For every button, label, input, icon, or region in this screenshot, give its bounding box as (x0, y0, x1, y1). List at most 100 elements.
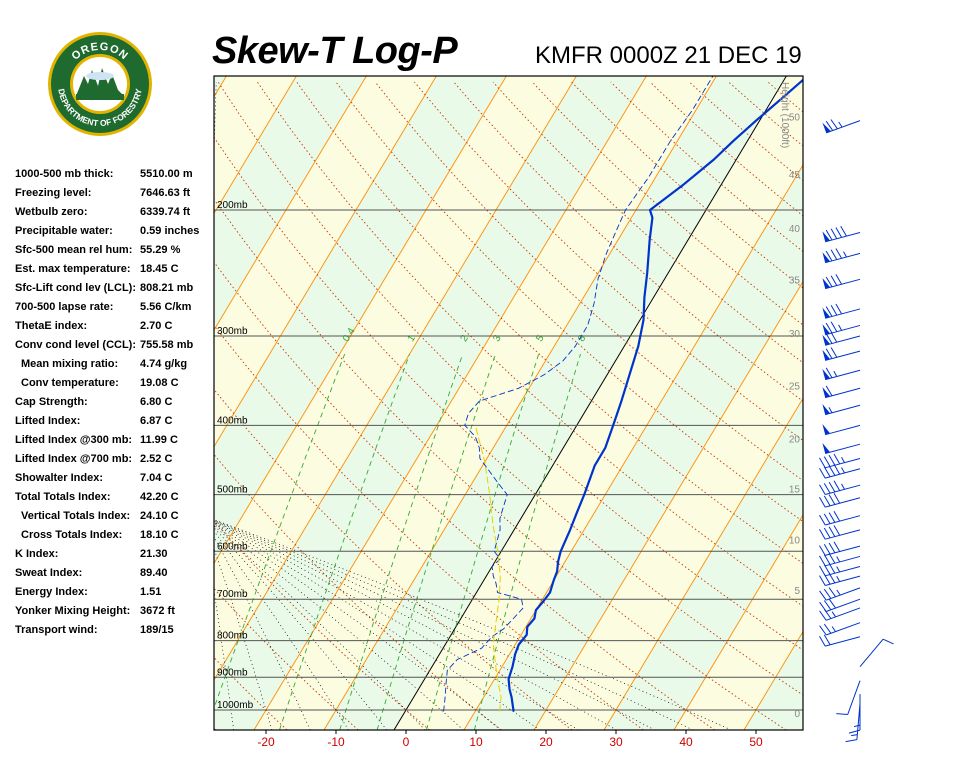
wind-barb-shaft (825, 457, 861, 469)
wind-barb-feather (882, 638, 894, 645)
mixing-ratio-label: 1 (406, 333, 419, 344)
wind-barb-feather (819, 575, 826, 586)
index-label: Cross Totals Index: (21, 529, 123, 541)
isotherm-line (673, 514, 803, 730)
wind-barb-feather (819, 467, 826, 479)
index-label: Energy Index: (15, 586, 88, 598)
wind-barb-feather (830, 347, 838, 358)
dry-adiabat (296, 81, 803, 564)
dry-adiabat (414, 81, 803, 442)
wind-barb-shaft (825, 443, 861, 454)
wind-barb (836, 680, 861, 715)
x-tick-label: 50 (749, 735, 763, 749)
height-tick-label: 0 (794, 709, 800, 720)
x-tick-label: -10 (327, 735, 345, 749)
wind-barb-feather (835, 227, 843, 238)
wind-barb-feather (823, 456, 831, 467)
isotherm-line (463, 164, 803, 730)
dry-adiabat (571, 81, 803, 289)
wind-barb-half-feather (833, 370, 838, 377)
isobar-label: 900mb (217, 667, 248, 678)
wind-barb-flag (822, 278, 831, 289)
isobar-label: 1000mb (217, 700, 254, 711)
wind-barb-feather (830, 275, 838, 286)
wind-barb-feather (825, 367, 833, 379)
wind-barb-feather (823, 600, 832, 611)
wind-barb (819, 541, 861, 556)
wind-barb-flag (822, 404, 831, 415)
wind-barb-feather (825, 229, 833, 241)
isobar-label: 700mb (217, 589, 248, 600)
wind-barb-shaft (825, 575, 861, 586)
index-label: Lifted Index @300 mb: (15, 434, 133, 446)
wind-barb-feather (830, 305, 838, 316)
wind-barb-feather (840, 225, 847, 237)
wind-barb-half-feather (838, 324, 843, 331)
wind-barb-feather (819, 635, 826, 647)
wind-barb-shaft (825, 424, 861, 436)
wind-barb-flag (822, 442, 831, 454)
index-value: 89.40 (140, 567, 168, 579)
wind-barb (822, 347, 861, 361)
index-label: Lifted Index @700 mb: (15, 453, 133, 465)
wind-barb-shaft (825, 404, 861, 416)
isotherm-line (323, 76, 717, 730)
isotherm-line (0, 76, 86, 730)
wind-barb (822, 385, 861, 399)
wind-barb-half-feather (841, 483, 845, 490)
wind-barb-flag (822, 307, 831, 319)
isotherm-band (214, 76, 227, 97)
wind-barb-feather (823, 527, 831, 539)
index-label: Cap Strength: (15, 396, 88, 408)
dry-adiabat (374, 81, 803, 482)
index-label: Est. max temperature: (15, 263, 131, 275)
wind-barb (822, 367, 861, 381)
index-value: 2.52 C (140, 453, 173, 465)
wind-barb-feather (828, 563, 836, 574)
wind-barb-feather (828, 598, 837, 609)
height-tick-label: 45 (789, 170, 801, 181)
wind-barb-feather (823, 483, 831, 494)
isobar-label: 600mb (217, 541, 248, 552)
wind-barb-flag (822, 334, 831, 346)
wind-barb-shaft (825, 555, 861, 567)
wind-barb-shaft (825, 387, 861, 399)
wind-barb-feather (819, 565, 826, 577)
wind-barb-half-feather (841, 467, 845, 474)
height-tick-label: 35 (789, 275, 801, 286)
wind-barb-feather (830, 228, 838, 239)
wind-barb-feather (833, 541, 841, 552)
wind-barb-feather (825, 348, 833, 359)
height-tick-label: 15 (789, 484, 801, 495)
index-label: Lifted Index: (15, 415, 81, 427)
wind-barb-shaft (825, 308, 861, 319)
wind-barb-feather (825, 120, 834, 131)
wind-barb (819, 634, 861, 647)
wind-barb-flag (822, 122, 831, 133)
wind-barb-shaft (825, 252, 861, 264)
index-label: 700-500 lapse rate: (15, 301, 114, 313)
index-value: 7.04 C (140, 472, 173, 484)
wind-barb (819, 525, 861, 540)
wind-barb-feather (835, 248, 843, 259)
moist-adiabat (214, 81, 217, 161)
wind-barb (819, 493, 861, 508)
wind-barb-feather (833, 480, 841, 491)
wind-barb-feather (825, 322, 833, 334)
wind-barb-feather (830, 119, 838, 130)
dry-adiabat (214, 587, 359, 730)
wind-barb-feather (828, 494, 836, 505)
index-value: 3672 ft (140, 605, 175, 617)
index-label: Transport wind: (15, 624, 98, 636)
wind-barb-feather (848, 729, 861, 734)
isobar-label: 400mb (217, 415, 248, 426)
dry-adiabat (649, 81, 803, 217)
wind-barb-feather (845, 739, 857, 743)
isotherm-line (0, 76, 16, 730)
index-value: 189/15 (140, 624, 174, 636)
x-tick-label: 0 (403, 735, 410, 749)
dry-adiabat (214, 136, 803, 696)
wind-barb (822, 225, 861, 243)
wind-barb-feather (835, 303, 843, 315)
